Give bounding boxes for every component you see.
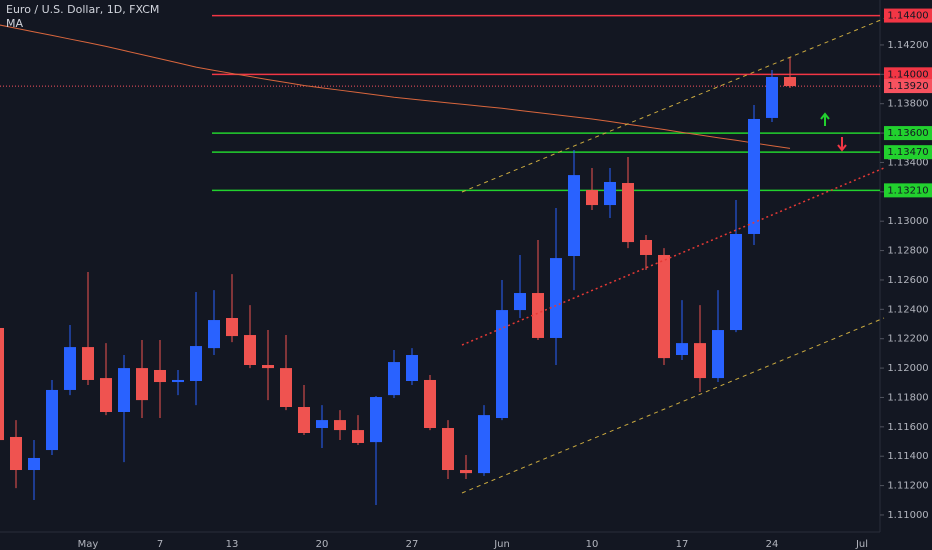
candle-body (622, 183, 634, 243)
y-tick-label: 1.14200 (887, 40, 928, 51)
candle-body (370, 397, 382, 443)
price-level-label: 1.13210 (887, 185, 928, 196)
candle-body (352, 430, 364, 443)
x-tick-label: 10 (586, 539, 599, 550)
x-tick-label: 7 (157, 539, 163, 550)
candle-body (406, 355, 418, 382)
candle-body (388, 362, 400, 396)
candle-body (532, 293, 544, 338)
candle-body (46, 389, 58, 451)
candle-body (784, 76, 796, 87)
candle-body (496, 310, 508, 419)
candle-body (244, 335, 256, 365)
price-level-badge (884, 67, 932, 82)
y-tick-label: 1.12600 (887, 275, 928, 286)
candle-body (730, 233, 742, 331)
x-tick-label: 27 (406, 539, 419, 550)
candle-body (748, 118, 760, 234)
x-tick-label: 24 (766, 539, 779, 550)
price-level-label: 1.13600 (887, 128, 928, 139)
y-tick-label: 1.11400 (887, 451, 928, 462)
price-level-label: 1.13470 (887, 147, 928, 158)
price-level-badge (884, 126, 932, 141)
candle-body (460, 470, 472, 474)
x-tick-label: Jul (855, 539, 868, 550)
price-level-badge (884, 79, 932, 94)
x-tick-label: May (78, 539, 99, 550)
arrow-up (820, 112, 830, 126)
candle-body (334, 420, 346, 431)
plot-area (0, 14, 880, 505)
x-tick-label: 17 (676, 539, 689, 550)
candle-body (0, 327, 4, 441)
y-tick-label: 1.12200 (887, 334, 928, 345)
price-level-label: 1.13920 (887, 81, 928, 92)
candle-body (100, 378, 112, 412)
price-level-badge (884, 145, 932, 160)
candle-body (442, 428, 454, 471)
candle-body (172, 379, 184, 383)
y-tick-label: 1.11800 (887, 392, 928, 403)
channel-middle (461, 167, 885, 346)
chart-title: Euro / U.S. Dollar, 1D, FXCM (6, 3, 159, 16)
candle-body (208, 320, 220, 349)
y-tick-label: 1.13400 (887, 157, 928, 168)
x-tick-label: 13 (226, 539, 239, 550)
candle-body (262, 364, 274, 369)
candle-body (118, 368, 130, 412)
candle-body (694, 343, 706, 379)
candle-body (514, 293, 526, 311)
legend-entry: MA (6, 17, 23, 30)
candle-body (226, 317, 238, 337)
y-tick-label: 1.11000 (887, 510, 928, 521)
x-tick-label: Jun (493, 539, 510, 550)
y-tick-label: 1.11200 (887, 481, 928, 492)
candle-body (586, 190, 598, 206)
candle-body (478, 415, 490, 474)
y-tick-label: 1.12400 (887, 304, 928, 315)
y-tick-label: 1.12000 (887, 363, 928, 374)
price-level-label: 1.14400 (887, 11, 928, 22)
candle-body (28, 457, 40, 471)
candle-body (676, 343, 688, 356)
y-tick-label: 1.13000 (887, 216, 928, 227)
candle-body (424, 379, 436, 429)
candle-body (640, 240, 652, 255)
candle-body (154, 369, 166, 383)
candle-body (658, 254, 670, 359)
candle-body (550, 258, 562, 338)
ma-line (0, 24, 791, 149)
candle-body (136, 368, 148, 401)
y-tick-label: 1.13800 (887, 99, 928, 110)
y-tick-label: 1.11600 (887, 422, 928, 433)
candle-body (766, 76, 778, 118)
candle-body (604, 181, 616, 206)
price-level-badge (884, 183, 932, 198)
arrow-down (837, 137, 847, 152)
candle-body (280, 368, 292, 408)
candle-body (10, 436, 22, 471)
y-tick-label: 1.12800 (887, 246, 928, 257)
candle-body (568, 175, 580, 257)
x-tick-label: 20 (316, 539, 329, 550)
candle-body (298, 407, 310, 434)
price-level-label: 1.14000 (887, 69, 928, 80)
candle-body (316, 420, 328, 429)
candle-body (712, 330, 724, 379)
candle-body (190, 346, 202, 382)
candle-body (64, 347, 76, 390)
price-level-badge (884, 8, 932, 23)
candle-body (82, 347, 94, 380)
